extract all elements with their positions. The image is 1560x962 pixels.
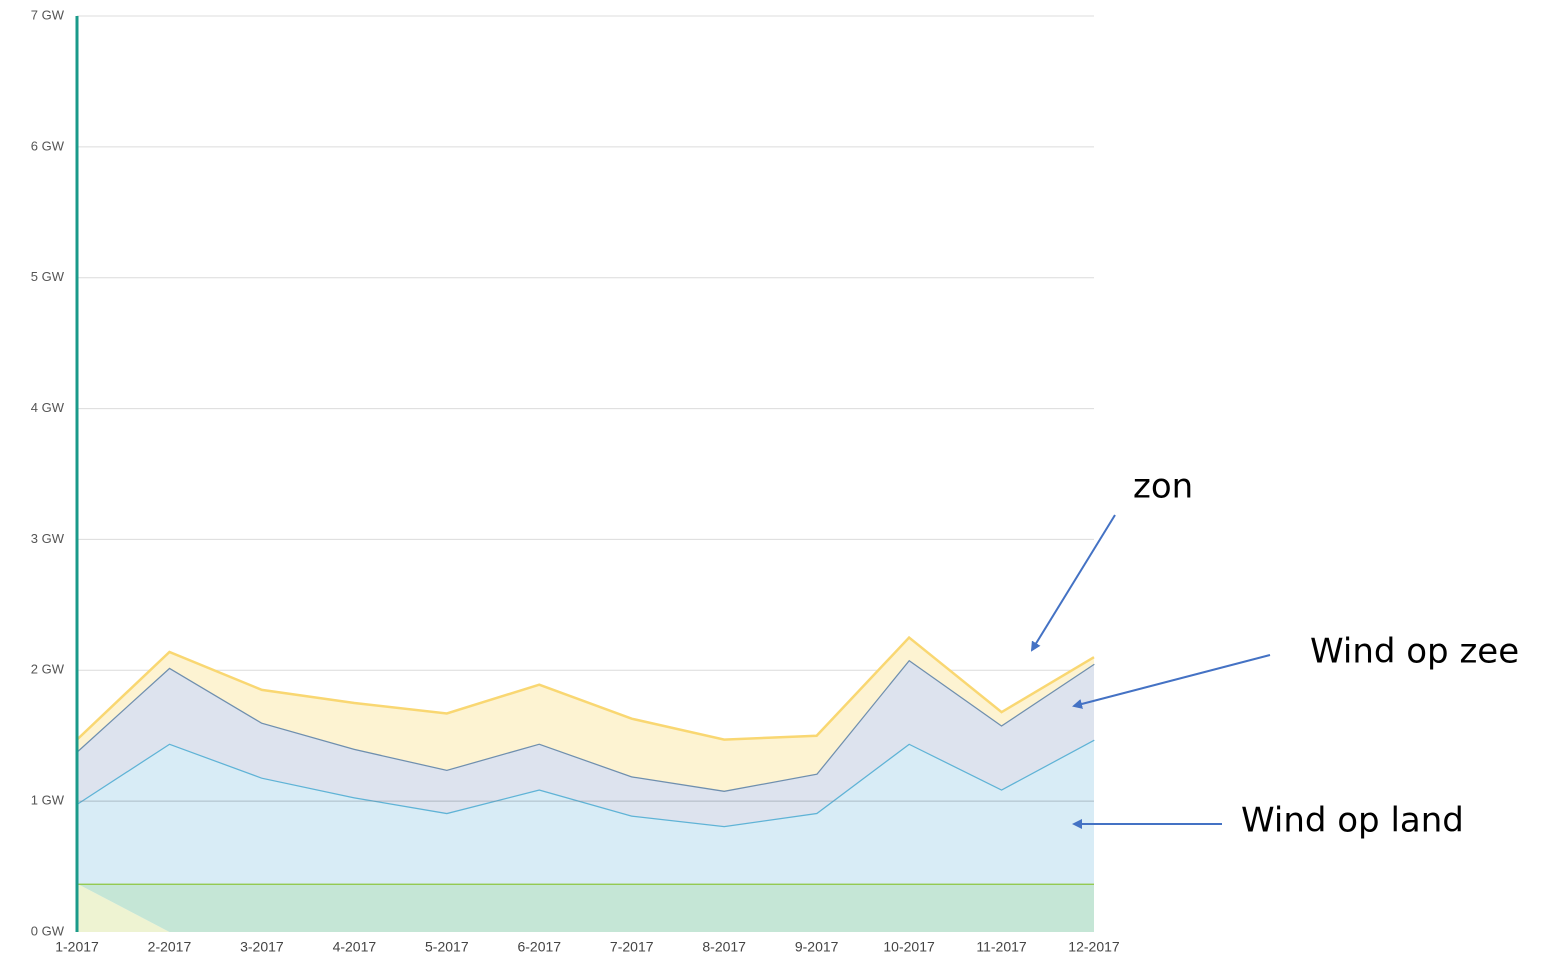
x-tick-label: 7-2017 xyxy=(610,939,654,955)
y-tick-label: 1 GW xyxy=(31,793,65,808)
x-tick-label: 1-2017 xyxy=(55,939,99,955)
x-tick-label: 11-2017 xyxy=(976,939,1027,955)
y-tick-label: 2 GW xyxy=(31,662,65,677)
x-tick-label: 9-2017 xyxy=(795,939,839,955)
x-tick-label: 12-2017 xyxy=(1068,939,1120,955)
area-line xyxy=(76,635,1095,741)
y-tick-label: 5 GW xyxy=(31,269,65,284)
annotation: Wind op land xyxy=(1241,801,1464,841)
x-tick-label: 2-2017 xyxy=(148,939,192,955)
x-tick-label: 4-2017 xyxy=(333,939,377,955)
y-tick-label: 4 GW xyxy=(31,400,65,415)
x-tick-label: 6-2017 xyxy=(517,939,561,955)
x-tick-label: 10-2017 xyxy=(883,939,935,955)
annotation: Wind op zee xyxy=(1310,632,1519,672)
x-tick-label: 8-2017 xyxy=(702,939,746,955)
plot-area xyxy=(75,15,1095,932)
y-tick-label: 6 GW xyxy=(31,138,65,153)
y-tick-label: 0 GW xyxy=(31,923,65,938)
area xyxy=(77,637,1094,791)
arrow xyxy=(1030,514,1116,652)
annotation: zon xyxy=(1133,467,1193,507)
y-tick-label: 7 GW xyxy=(31,7,65,22)
area xyxy=(77,739,1094,884)
x-tick-label: 3-2017 xyxy=(240,939,284,955)
y-tick-label: 3 GW xyxy=(31,531,65,546)
arrow xyxy=(1072,654,1271,709)
area xyxy=(77,883,1094,932)
area xyxy=(77,659,1094,827)
x-tick-label: 5-2017 xyxy=(425,939,469,955)
